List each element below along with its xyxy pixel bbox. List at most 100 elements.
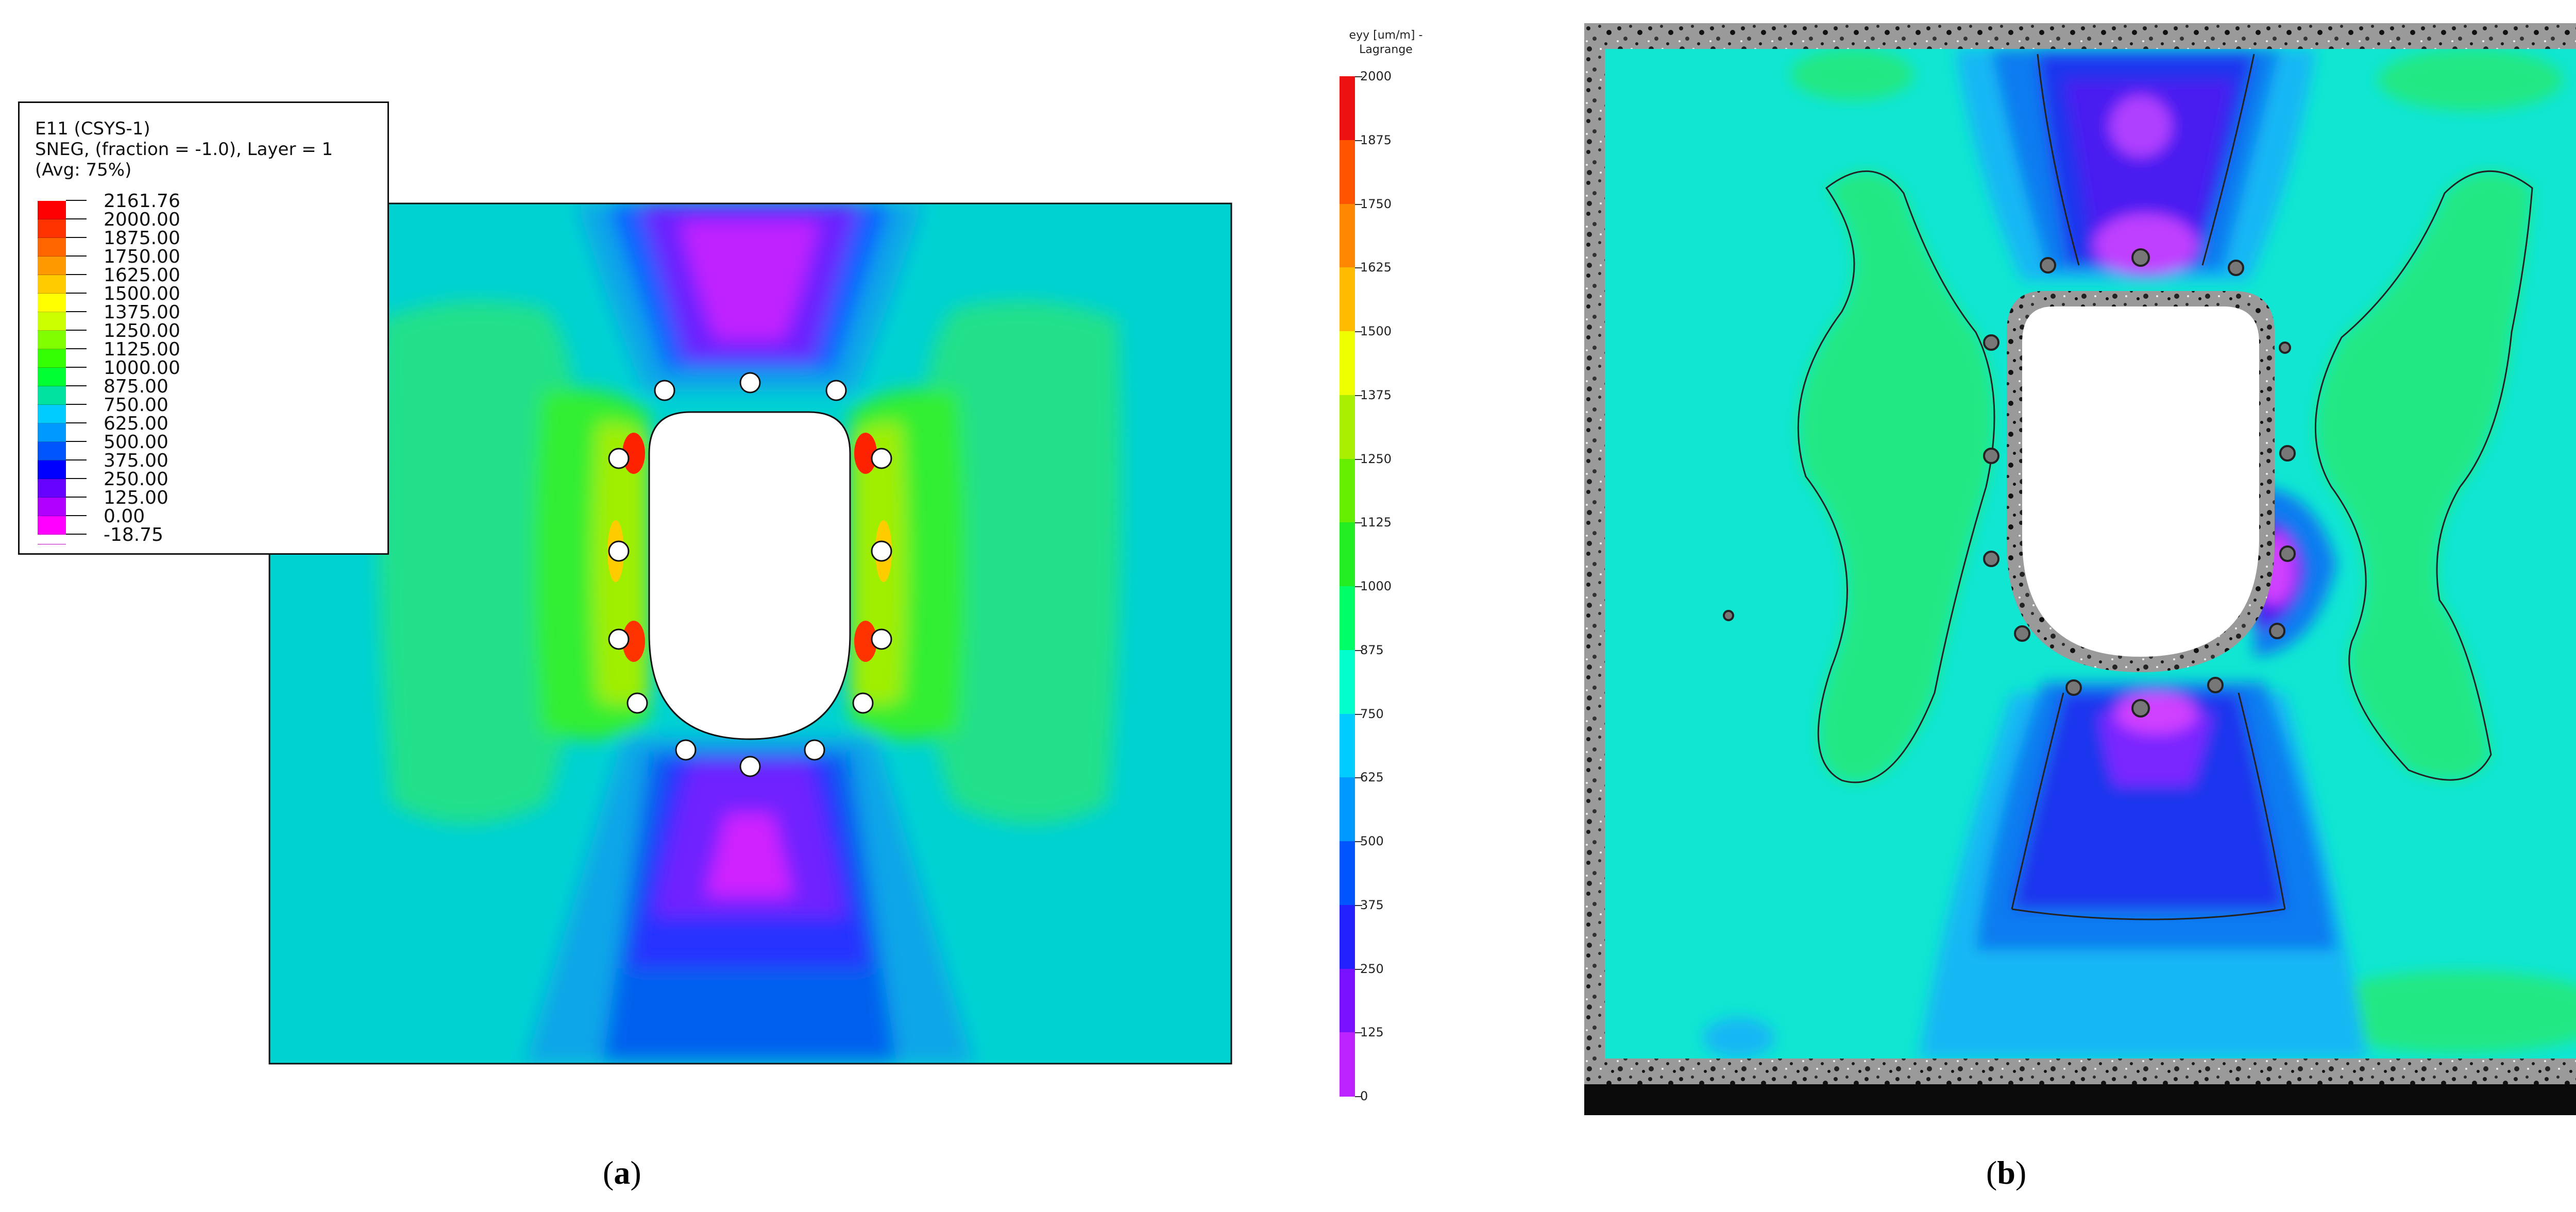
colorbar-tick-label: 1000 bbox=[1360, 579, 1392, 593]
legend-label: 1750.00 bbox=[104, 246, 180, 267]
legend-swatch bbox=[38, 498, 66, 516]
colorbar-segment bbox=[1340, 968, 1355, 1033]
colorbar-segment bbox=[1340, 650, 1355, 714]
legend-swatch bbox=[38, 331, 66, 349]
legend-label: 2161.76 bbox=[104, 191, 180, 212]
legend-tick bbox=[66, 404, 87, 405]
legend-level: 2161.76 bbox=[38, 191, 180, 219]
legend-swatch bbox=[38, 368, 66, 386]
colorbar-tick bbox=[1355, 140, 1362, 141]
legend-label: 625.00 bbox=[104, 413, 168, 434]
colorbar-tick bbox=[1355, 904, 1362, 906]
colorbar-tick bbox=[1355, 713, 1362, 715]
colorbar-tick-label: 500 bbox=[1360, 834, 1384, 848]
legend-tick bbox=[66, 237, 87, 238]
colorbar-segment bbox=[1340, 522, 1355, 587]
colorbar-segment bbox=[1340, 1032, 1355, 1097]
colorbar-tick-label: 2000 bbox=[1360, 69, 1392, 83]
colorbar-segment bbox=[1340, 586, 1355, 651]
legend-tick bbox=[66, 218, 87, 219]
legend-swatch bbox=[38, 201, 66, 219]
colorbar-tick bbox=[1355, 395, 1362, 396]
colorbar-tick-label: 0 bbox=[1360, 1089, 1368, 1103]
legend-swatch bbox=[38, 219, 66, 238]
colorbar-tick-label: 250 bbox=[1360, 961, 1384, 976]
legend-swatch bbox=[38, 423, 66, 442]
legend-level: 625.00 bbox=[38, 413, 168, 442]
colorbar-tick-label: 375 bbox=[1360, 897, 1384, 912]
legend-label: 1125.00 bbox=[104, 339, 180, 360]
legend-tick bbox=[66, 274, 87, 275]
legend-level: 1250.00 bbox=[38, 320, 180, 349]
colorbar-tick bbox=[1355, 841, 1362, 842]
colorbar-tick bbox=[1355, 267, 1362, 269]
legend-level: 875.00 bbox=[38, 376, 168, 405]
legend-label: 875.00 bbox=[104, 376, 168, 397]
legend-level: 1500.00 bbox=[38, 283, 180, 312]
colorbar-segment bbox=[1340, 713, 1355, 778]
legend-label: 1375.00 bbox=[104, 302, 180, 323]
colorbar-segment bbox=[1340, 267, 1355, 332]
legend-level: 1125.00 bbox=[38, 339, 180, 368]
legend-label: 1250.00 bbox=[104, 320, 180, 342]
legend-swatch bbox=[38, 386, 66, 405]
caption-b: (b) bbox=[1986, 1154, 2026, 1192]
legend-tick bbox=[66, 515, 87, 516]
caption-a-close-paren: ) bbox=[630, 1154, 641, 1191]
legend-level: 125.00 bbox=[38, 487, 168, 516]
legend-level: 375.00 bbox=[38, 450, 168, 479]
colorbar-tick bbox=[1355, 968, 1362, 970]
legend-label: 1625.00 bbox=[104, 265, 180, 286]
fastener-holes bbox=[608, 372, 892, 777]
legend-label: 0.00 bbox=[104, 506, 145, 527]
colorbar-tick-label: 1625 bbox=[1360, 260, 1392, 275]
colorbar-tick bbox=[1355, 1096, 1362, 1097]
legend-label: 1000.00 bbox=[104, 357, 180, 379]
legend-label: 375.00 bbox=[104, 450, 168, 471]
colorbar-segment bbox=[1340, 140, 1355, 204]
colorbar-segment bbox=[1340, 458, 1355, 523]
legend-tick bbox=[66, 367, 87, 368]
fea-legend: E11 (CSYS-1) SNEG, (fraction = -1.0), La… bbox=[18, 101, 389, 555]
legend-swatch bbox=[38, 257, 66, 275]
colorbar-segment bbox=[1340, 203, 1355, 268]
colorbar-tick bbox=[1355, 1032, 1362, 1034]
legend-level: -18.75 bbox=[38, 524, 163, 553]
caption-b-letter: b bbox=[1997, 1154, 2015, 1191]
legend-label: 250.00 bbox=[104, 469, 168, 490]
colorbar-tick-label: 1500 bbox=[1360, 324, 1392, 338]
dic-strain-photo bbox=[1584, 23, 2576, 1115]
legend-tick bbox=[66, 348, 87, 349]
colorbar-segment bbox=[1340, 777, 1355, 842]
colorbar-segment bbox=[1340, 76, 1355, 141]
colorbar-tick-label: 1250 bbox=[1360, 451, 1392, 466]
legend-tick bbox=[66, 422, 87, 423]
legend-level: 1750.00 bbox=[38, 246, 180, 275]
colorbar-tick bbox=[1355, 331, 1362, 332]
legend-label: 1500.00 bbox=[104, 283, 180, 304]
legend-tick bbox=[66, 330, 87, 331]
legend-title-line-1: E11 (CSYS-1) bbox=[35, 118, 150, 139]
legend-label: -18.75 bbox=[104, 524, 164, 545]
colorbar-tick-label: 125 bbox=[1360, 1025, 1384, 1040]
colorbar-tick bbox=[1355, 777, 1362, 779]
legend-tick bbox=[66, 534, 87, 535]
fea-contour-plot bbox=[268, 202, 1232, 1065]
colorbar-segment bbox=[1340, 841, 1355, 906]
legend-tick bbox=[66, 385, 87, 386]
legend-swatch bbox=[38, 312, 66, 331]
fea-plate bbox=[269, 203, 1231, 1064]
cutout-hole bbox=[648, 411, 851, 740]
legend-tick bbox=[66, 497, 87, 498]
legend-level: 250.00 bbox=[38, 469, 168, 498]
colorbar-segment bbox=[1340, 331, 1355, 396]
legend-level: 750.00 bbox=[38, 395, 168, 423]
colorbar-segment bbox=[1340, 904, 1355, 969]
legend-level: 1875.00 bbox=[38, 228, 180, 257]
colorbar-title: eyy [um/m] - Lagrange bbox=[1349, 29, 1423, 56]
legend-level: 1000.00 bbox=[38, 357, 180, 386]
legend-label: 1875.00 bbox=[104, 228, 180, 249]
legend-tick bbox=[66, 255, 87, 257]
caption-b-close-paren: ) bbox=[2015, 1154, 2027, 1191]
colorbar-tick bbox=[1355, 586, 1362, 587]
